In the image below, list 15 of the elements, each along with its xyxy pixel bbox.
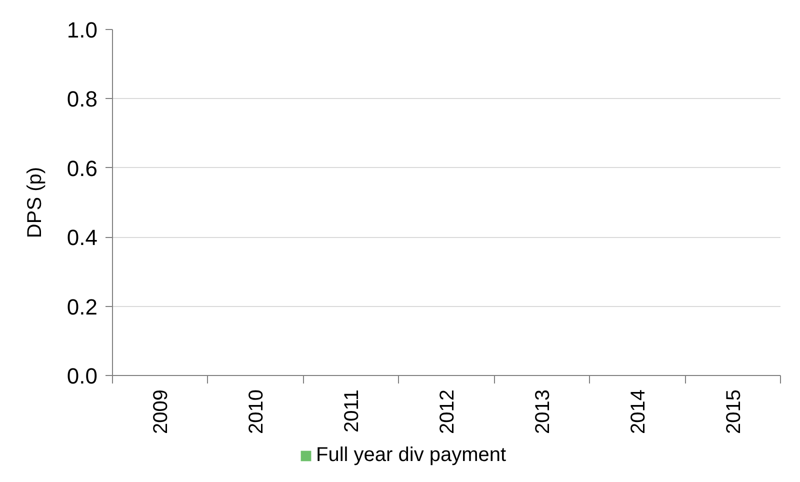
x-tick-label: 2014 [627, 389, 650, 434]
y-tick-label: 0.0 [66, 364, 98, 388]
y-tick-label: 0.6 [66, 156, 98, 181]
x-tick-label: 2013 [532, 389, 554, 434]
y-tick-label: 0.2 [66, 294, 98, 320]
x-tick-label: 2009 [150, 389, 172, 434]
legend-label: Full year div payment [316, 444, 506, 467]
y-tick-label: 0.8 [66, 86, 98, 112]
y-tick-label: 0.4 [66, 225, 98, 250]
x-tick-label: 2011 [341, 389, 364, 433]
y-axis-title: DPS (p) [24, 166, 46, 238]
x-tick-label: 2012 [436, 389, 458, 434]
x-tick-label: 2015 [722, 389, 745, 434]
y-tick-label: 1.0 [66, 18, 98, 42]
x-tick-label: 2010 [246, 389, 268, 434]
